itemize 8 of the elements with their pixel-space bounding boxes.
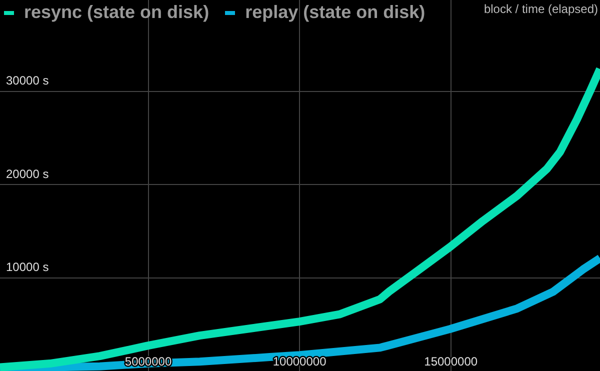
y-tick-label: 20000 s	[6, 166, 49, 181]
x-tick-label: 15000000	[424, 354, 478, 368]
y-tick-label: 30000 s	[6, 74, 49, 88]
legend-label: replay (state on disk)	[245, 2, 426, 23]
annotation: block / time (elapsed)	[484, 2, 598, 16]
y-tick-label: 10000 s	[6, 260, 49, 274]
legend-label: resync (state on disk)	[24, 2, 210, 23]
x-tick-label: 10000000	[272, 354, 327, 368]
